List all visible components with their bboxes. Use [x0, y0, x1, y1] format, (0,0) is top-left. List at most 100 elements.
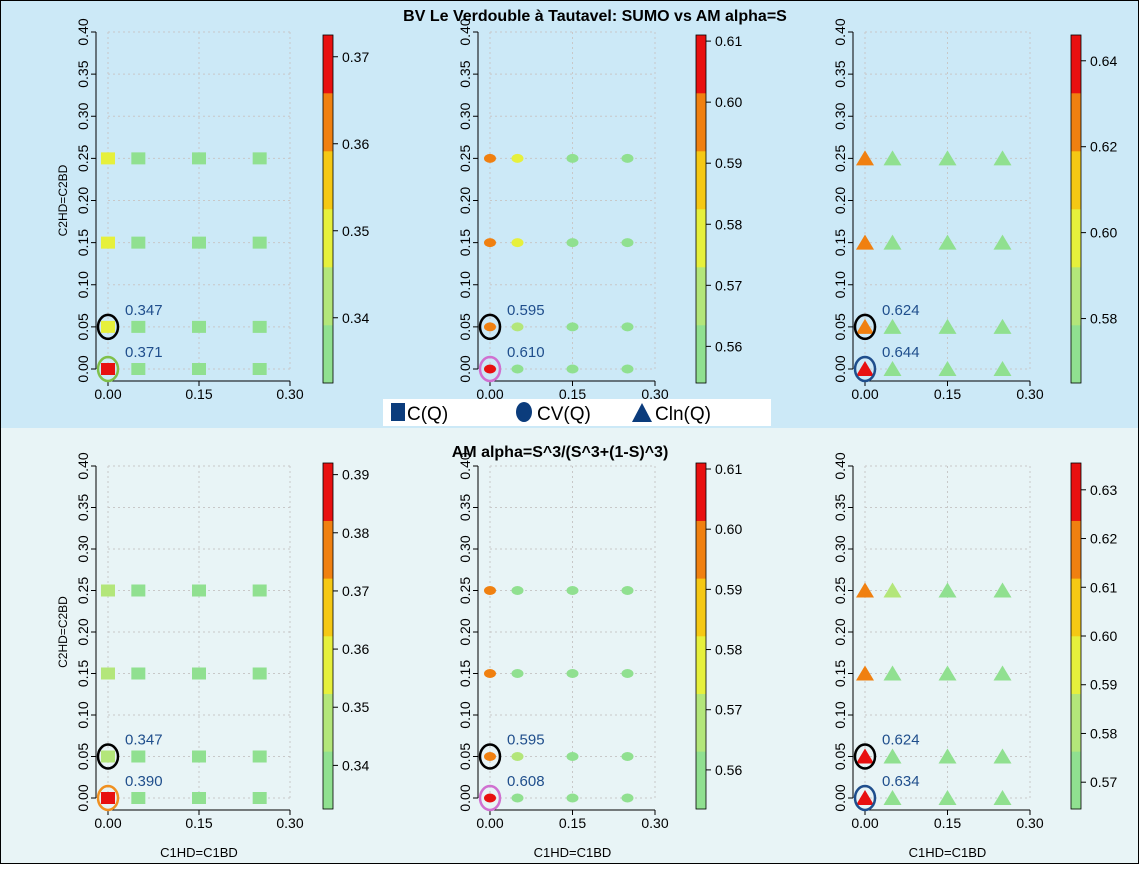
colorbar-segment	[1071, 693, 1081, 752]
data-point-square	[101, 584, 115, 597]
bottom-panel-background	[1, 428, 1138, 863]
y-tick-label: 0.40	[457, 18, 473, 45]
annotation-label: 0.608	[507, 773, 545, 790]
data-point-square	[101, 236, 115, 249]
legend-box	[383, 399, 771, 426]
colorbar-tick-label: 0.62	[1090, 139, 1117, 155]
y-tick-label: 0.35	[457, 60, 473, 87]
legend-label-clnq: Cln(Q)	[655, 404, 711, 425]
highlight-ring	[96, 313, 120, 341]
colorbar-frame	[322, 462, 334, 810]
highlight-ring	[853, 784, 877, 812]
y-tick-label: 0.10	[832, 701, 848, 728]
data-point-square	[252, 152, 267, 165]
colorbar-tick-label: 0.61	[715, 461, 742, 477]
y-tick-label: 0.10	[832, 271, 848, 298]
data-point-circle	[511, 793, 524, 803]
colorbar-segment	[323, 693, 333, 752]
data-point-triangle	[856, 748, 874, 764]
colorbar-segment	[323, 578, 333, 637]
annotation-label: 0.347	[125, 732, 163, 749]
data-point-square	[101, 792, 115, 804]
colorbar-tick-label: 0.58	[715, 642, 742, 658]
colorbar-segment	[1071, 751, 1081, 810]
chart-top-clnq: 0.00 0.15 0.30 0.00 0.05 0.10 0.15 0.20 0.25 0.30…	[832, 18, 1117, 402]
colorbar-tick-label: 0.60	[1090, 225, 1117, 241]
y-tick-label: 0.05	[457, 313, 473, 340]
colorbar-segment	[1071, 209, 1081, 268]
data-point-circle	[566, 752, 579, 761]
x-tick-label: 0.30	[1016, 815, 1043, 831]
x-tick-label: 0.15	[185, 815, 212, 831]
data-point-square	[192, 667, 206, 680]
data-point-square	[101, 750, 115, 763]
y-tick-label: 0.20	[75, 618, 91, 645]
data-point-square	[131, 750, 146, 763]
data-point-circle	[511, 238, 524, 248]
data-point-circle	[484, 752, 496, 761]
data-point-square	[101, 667, 115, 680]
data-point-square	[192, 363, 206, 375]
colorbar-tick-label: 0.57	[715, 702, 742, 718]
data-point-triangle	[938, 318, 957, 334]
highlight-ring	[853, 355, 877, 383]
colorbar-tick-label: 0.34	[342, 310, 369, 326]
colorbar-segment	[323, 636, 333, 694]
colorbar-tick-label: 0.35	[342, 699, 369, 715]
colorbar-tick-label: 0.58	[715, 216, 742, 232]
colorbar-segment	[323, 209, 333, 268]
data-point-square	[131, 363, 146, 375]
data-point-square	[252, 320, 267, 333]
x-tick-label: 0.15	[559, 386, 586, 402]
x-tick-label: 0.00	[476, 386, 503, 402]
colorbar-tick-label: 0.34	[342, 757, 369, 773]
colorbar-tick-label: 0.56	[715, 762, 742, 778]
data-point-circle	[511, 322, 524, 332]
colorbar-segment	[323, 151, 333, 210]
y-axis-label: C2HD=C2BD	[56, 596, 70, 668]
annotation-label: 0.610	[507, 344, 545, 361]
y-tick-label: 0.40	[832, 18, 848, 45]
y-tick-label: 0.25	[832, 145, 848, 172]
data-point-triangle	[993, 318, 1012, 334]
colorbar-segment	[696, 578, 706, 637]
data-point-square	[101, 152, 115, 165]
data-point-circle	[566, 364, 579, 374]
data-point-circle	[621, 669, 634, 678]
bottom-title: AM alpha=S^3/(S^3+(1-S)^3)	[452, 444, 669, 461]
y-tick-label: 0.15	[457, 229, 473, 256]
colorbar-segment	[696, 463, 706, 521]
circle-icon	[516, 402, 532, 422]
data-point-square	[252, 236, 267, 249]
y-tick-label: 0.20	[457, 187, 473, 214]
data-point-square	[101, 320, 115, 333]
y-tick-label: 0.30	[457, 535, 473, 562]
x-tick-label: 0.00	[94, 815, 121, 831]
triangle-icon	[632, 403, 652, 422]
data-point-square	[252, 363, 267, 375]
colorbar-tick-label: 0.60	[715, 521, 742, 537]
chart-bottom-cq: 0.00 0.15 0.30 0.00 0.05 0.10 0.15 0.20 0.25 0.30…	[56, 452, 369, 860]
data-point-circle	[511, 669, 524, 678]
colorbar-tick-label: 0.37	[342, 583, 369, 599]
data-point-triangle	[883, 790, 902, 805]
data-point-triangle	[993, 582, 1012, 598]
y-tick-label: 0.05	[832, 743, 848, 770]
y-tick-label: 0.25	[457, 577, 473, 604]
data-point-square	[131, 152, 146, 165]
x-tick-label: 0.15	[934, 815, 961, 831]
data-point-square	[192, 236, 206, 249]
data-point-circle	[484, 322, 496, 332]
data-point-triangle	[993, 150, 1012, 166]
data-point-square	[192, 750, 206, 763]
highlight-ring	[853, 743, 877, 770]
colorbar-segment	[696, 693, 706, 752]
annotation-label: 0.595	[507, 302, 545, 319]
colorbar-segment	[696, 325, 706, 384]
y-tick-label: 0.35	[832, 494, 848, 521]
y-tick-label: 0.05	[75, 743, 91, 770]
colorbar-tick-label: 0.35	[342, 223, 369, 239]
data-point-triangle	[856, 318, 874, 334]
colorbar-segment	[323, 751, 333, 810]
